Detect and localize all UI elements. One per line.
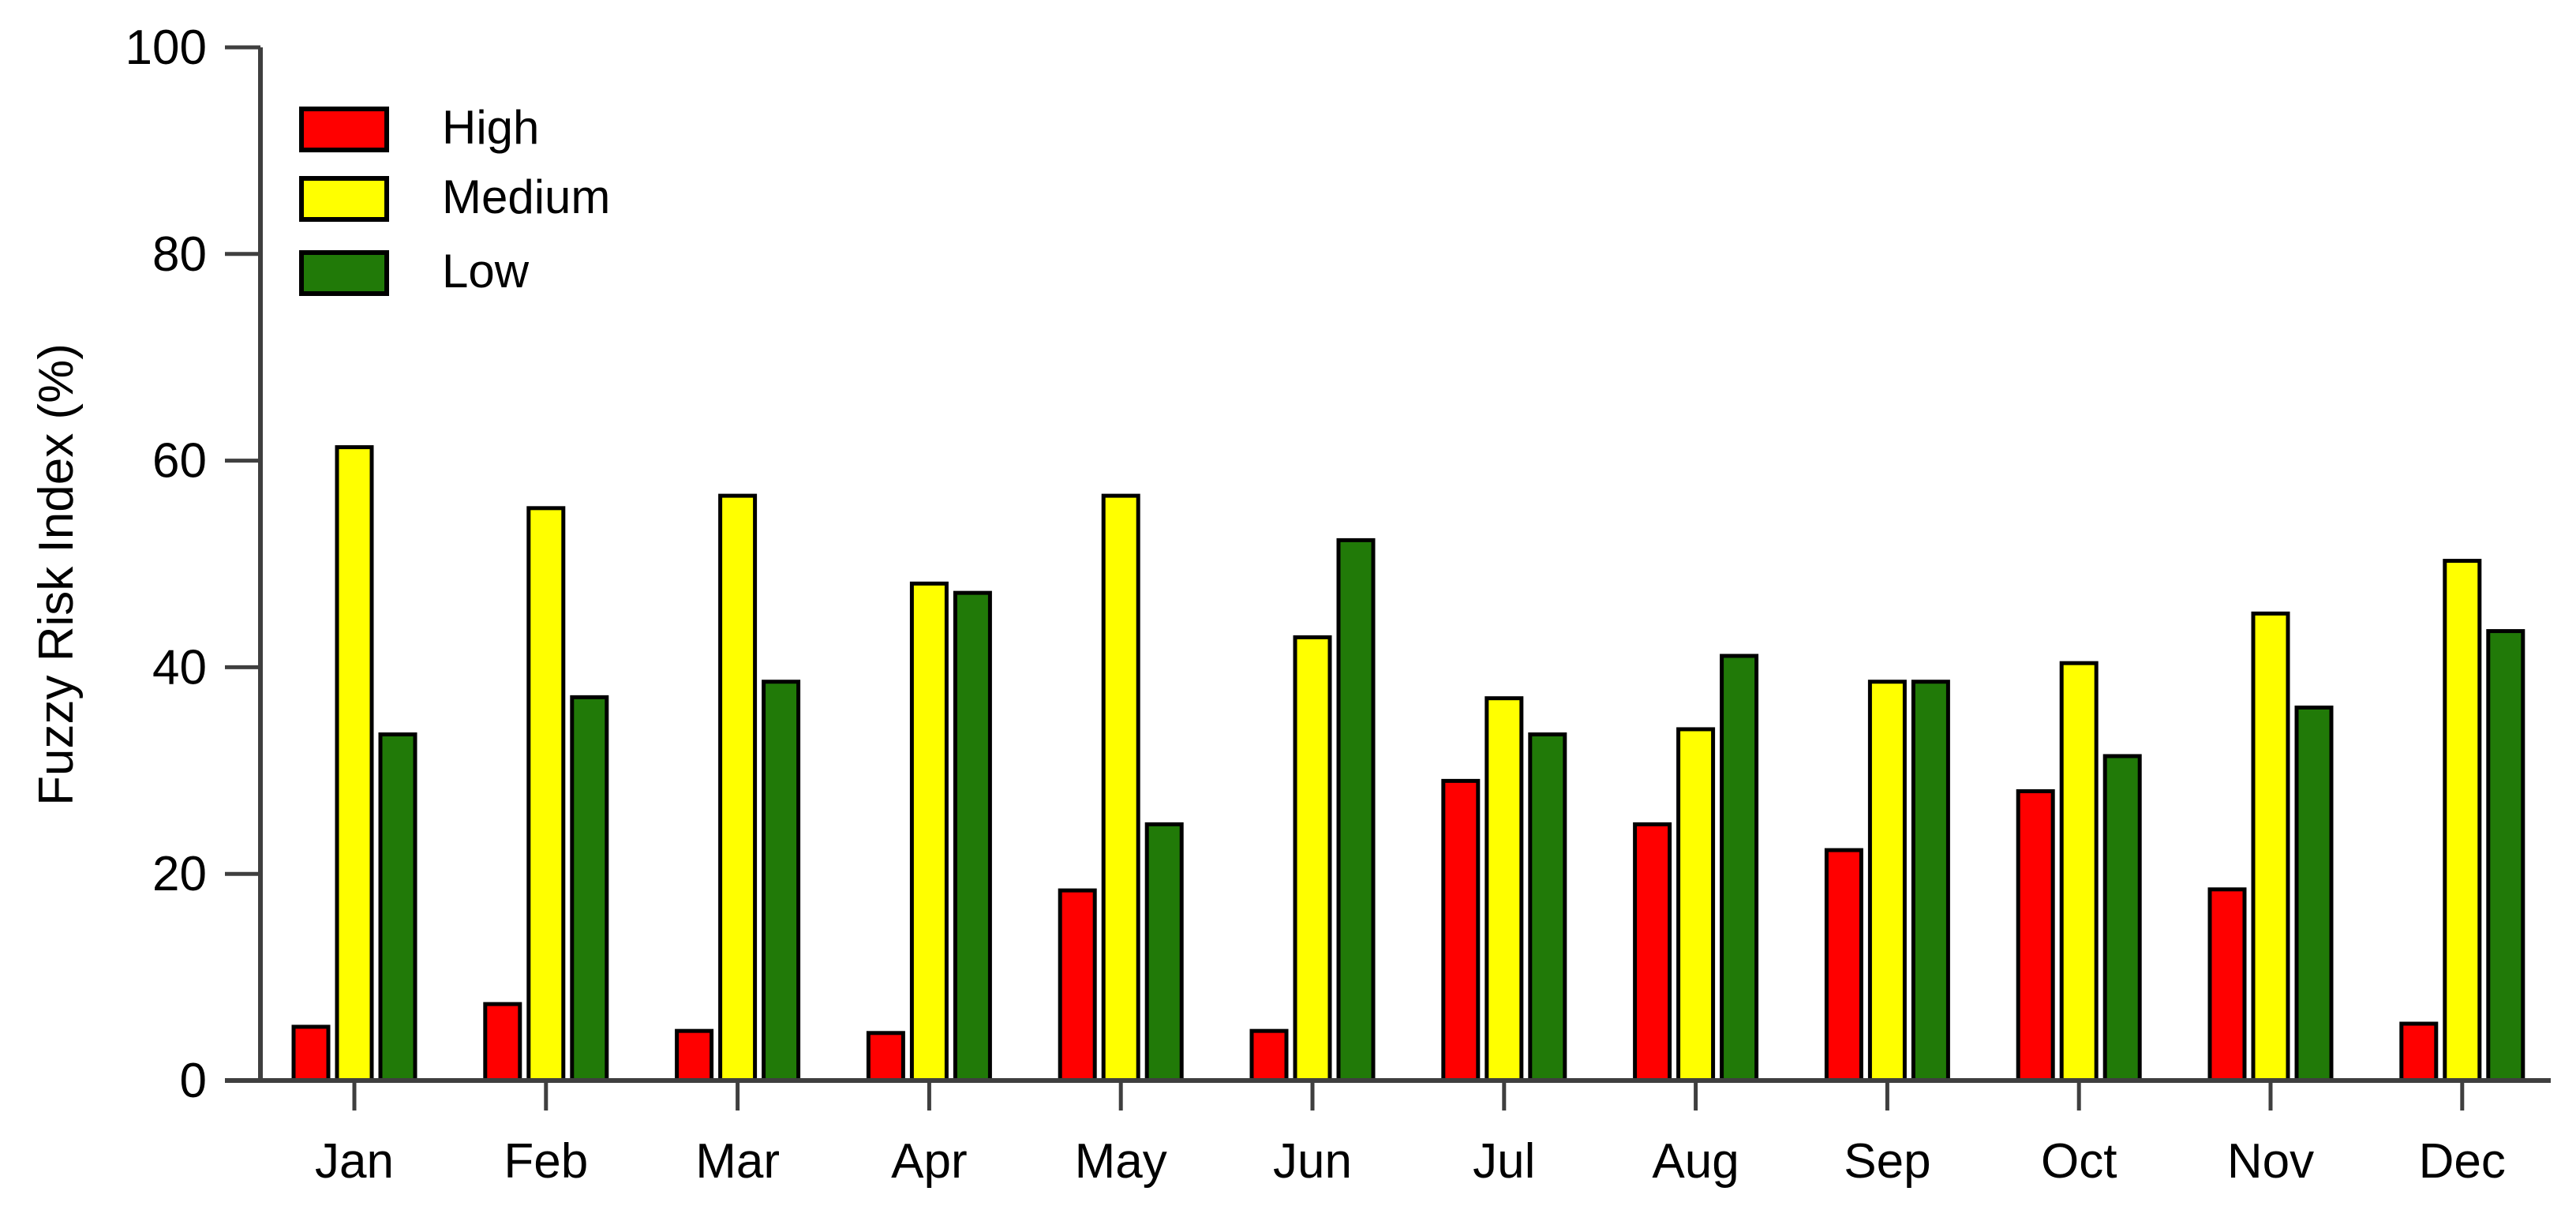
bar-jan-medium <box>335 445 374 1083</box>
bar-nov-low <box>2294 705 2334 1083</box>
legend-swatch-high <box>299 107 389 152</box>
x-tick-label-dec: Dec <box>2419 1134 2506 1189</box>
x-tick-label-may: May <box>1075 1134 1167 1189</box>
bar-oct-medium <box>2059 661 2099 1083</box>
bar-nov-high <box>2207 887 2247 1083</box>
y-tick-label-60: 60 <box>152 434 207 489</box>
x-tick-label-aug: Aug <box>1652 1134 1739 1189</box>
bar-jul-medium <box>1485 696 1524 1083</box>
bar-jan-high <box>291 1024 331 1083</box>
bar-mar-high <box>675 1028 714 1083</box>
bar-aug-high <box>1633 822 1672 1083</box>
x-tick-label-jul: Jul <box>1473 1134 1535 1189</box>
bar-may-high <box>1058 888 1097 1083</box>
bar-nov-medium <box>2251 611 2290 1083</box>
bar-mar-medium <box>718 493 758 1083</box>
bar-feb-high <box>483 1002 522 1083</box>
bar-aug-medium <box>1676 727 1716 1083</box>
x-tick-label-oct: Oct <box>2041 1134 2117 1189</box>
bar-jul-low <box>1528 732 1567 1083</box>
bar-feb-low <box>570 695 609 1083</box>
bar-may-medium <box>1101 493 1140 1083</box>
x-tick-label-jan: Jan <box>315 1134 394 1189</box>
bar-mar-low <box>762 680 801 1083</box>
bar-dec-high <box>2399 1021 2439 1083</box>
y-tick-label-40: 40 <box>152 640 207 695</box>
x-tick-label-mar: Mar <box>695 1134 780 1189</box>
bar-apr-low <box>953 590 992 1083</box>
bar-jun-low <box>1336 537 1376 1083</box>
legend-swatch-medium <box>299 176 389 222</box>
bar-sep-low <box>1911 680 1950 1083</box>
y-axis-title: Fuzzy Risk Index (%) <box>29 343 84 806</box>
y-tick-label-100: 100 <box>125 21 207 75</box>
bar-dec-low <box>2486 629 2525 1083</box>
bar-jan-low <box>378 732 417 1083</box>
bar-jun-high <box>1249 1028 1289 1083</box>
y-tick-label-20: 20 <box>152 847 207 901</box>
bar-aug-low <box>1720 654 1759 1083</box>
bar-oct-low <box>2102 754 2142 1083</box>
bar-sep-high <box>1824 848 1863 1083</box>
bar-sep-medium <box>1867 680 1907 1083</box>
x-tick-label-feb: Feb <box>504 1134 588 1189</box>
x-tick-label-jun: Jun <box>1273 1134 1352 1189</box>
bar-jun-medium <box>1293 635 1332 1083</box>
bar-oct-high <box>2016 788 2055 1083</box>
legend-label-low: Low <box>442 245 530 298</box>
bar-apr-medium <box>909 581 949 1083</box>
bar-may-low <box>1144 822 1184 1083</box>
x-tick-label-nov: Nov <box>2227 1134 2314 1189</box>
y-tick-label-80: 80 <box>152 227 207 282</box>
legend-label-medium: Medium <box>442 170 610 223</box>
x-tick-label-sep: Sep <box>1844 1134 1930 1189</box>
legend-label-high: High <box>442 101 539 154</box>
bar-jul-high <box>1441 778 1481 1083</box>
bar-dec-medium <box>2443 559 2482 1083</box>
y-tick-label-0: 0 <box>180 1054 207 1108</box>
legend-swatch-low <box>299 250 389 296</box>
bar-apr-high <box>866 1031 905 1083</box>
x-tick-label-apr: Apr <box>891 1134 967 1189</box>
bar-feb-medium <box>526 506 566 1083</box>
